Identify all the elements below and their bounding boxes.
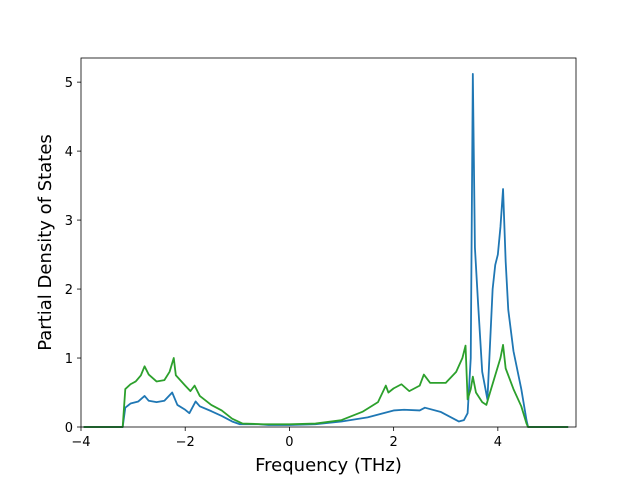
y-tick-label: 5 — [65, 76, 73, 91]
x-tick-label: 2 — [389, 435, 397, 450]
x-tick-label: 4 — [494, 435, 502, 450]
x-tick-label: −2 — [176, 435, 195, 450]
y-tick-label: 1 — [65, 352, 73, 367]
y-tick-label: 3 — [65, 214, 73, 229]
x-tick-label: −4 — [71, 435, 90, 450]
y-tick-label: 0 — [65, 421, 73, 436]
x-axis-ticks: −4 −2 0 2 4 — [71, 427, 502, 450]
plot-frame — [80, 57, 577, 428]
y-tick-label: 4 — [65, 145, 73, 160]
x-axis-label: Frequency (THz) — [255, 455, 402, 476]
y-tick-label: 2 — [65, 283, 73, 298]
x-tick-label: 0 — [285, 435, 293, 450]
series-layer — [83, 72, 569, 428]
series-line-1 — [83, 72, 569, 428]
y-axis-label: Partial Density of States — [35, 134, 56, 351]
series-line-2 — [83, 344, 569, 428]
y-axis-ticks: 0 1 2 3 4 5 — [65, 76, 81, 436]
